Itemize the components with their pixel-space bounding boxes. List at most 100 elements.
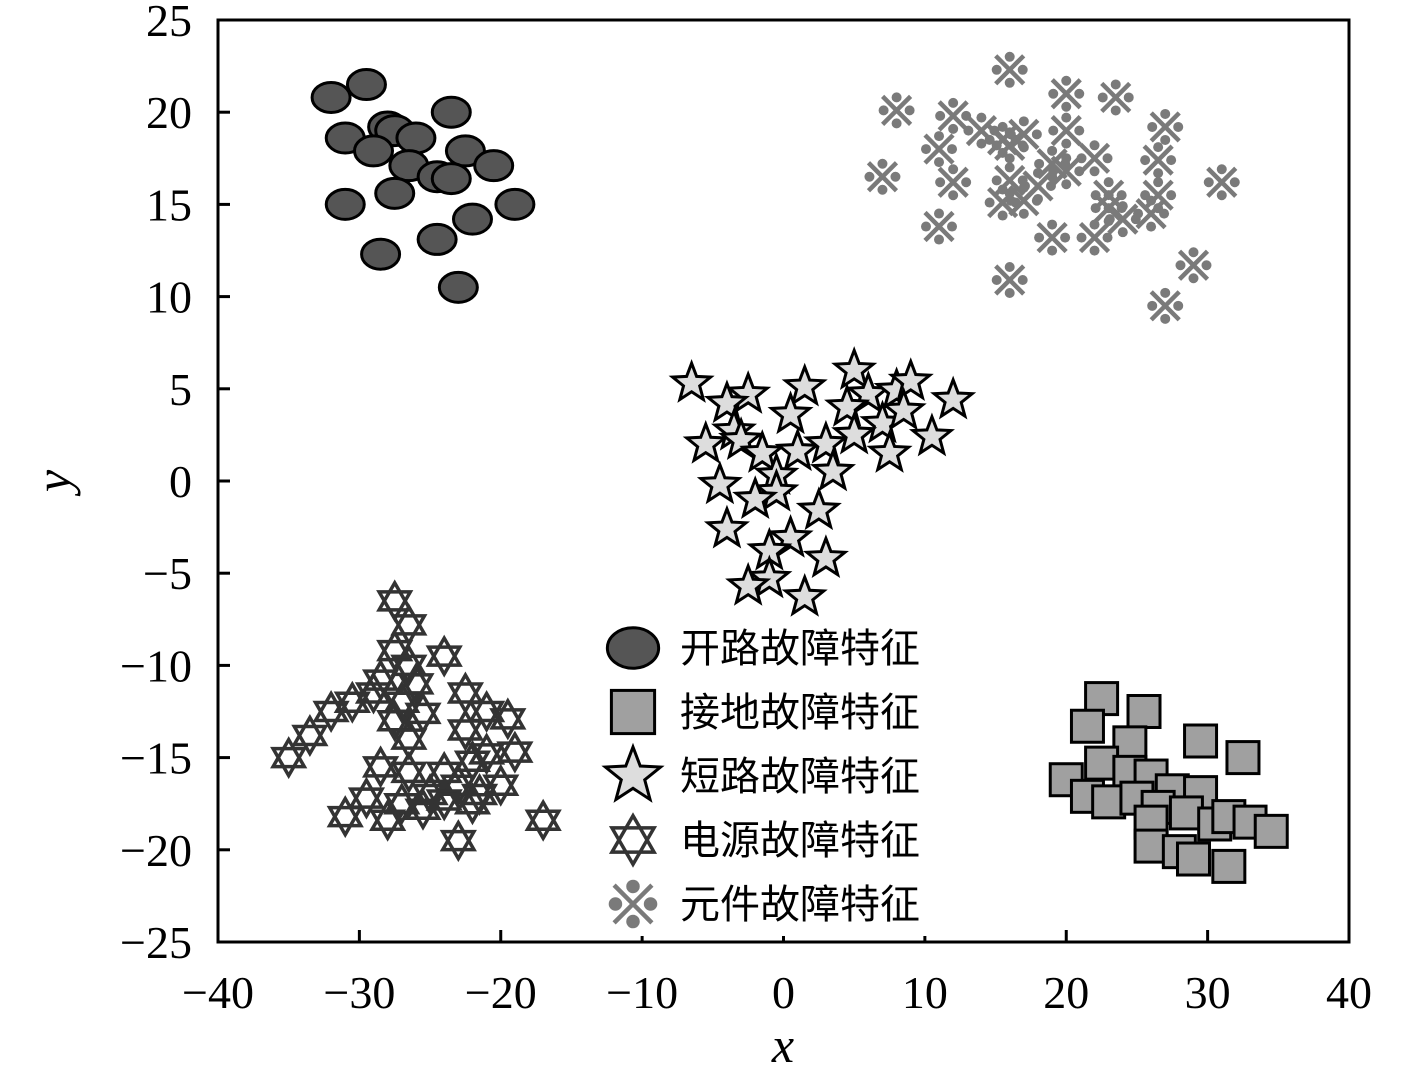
data-point — [795, 486, 842, 531]
plot-area — [270, 51, 1289, 884]
data-point — [496, 730, 534, 774]
data-point — [390, 717, 428, 761]
data-point — [809, 447, 857, 492]
data-point — [369, 798, 407, 842]
data-point — [326, 795, 364, 839]
data-point — [430, 162, 472, 196]
series-3 — [270, 579, 562, 863]
data-point — [430, 95, 472, 129]
data-point — [345, 68, 387, 102]
data-point — [376, 579, 414, 623]
data-point — [312, 690, 350, 733]
data-point — [446, 708, 485, 752]
data-point — [831, 346, 878, 390]
data-point — [921, 131, 958, 168]
data-point — [453, 739, 492, 783]
data-point — [802, 419, 849, 464]
data-point — [739, 429, 786, 473]
legend-item: 开路故障特征 — [605, 626, 920, 672]
legend-marker — [609, 688, 657, 736]
legend-label: 元件故障特征 — [680, 882, 920, 928]
x-tick-label: 40 — [1326, 967, 1372, 1018]
data-point — [1069, 708, 1105, 744]
legend-label: 开路故障特征 — [680, 626, 920, 672]
data-point — [1048, 75, 1085, 112]
data-point — [774, 427, 821, 472]
data-point — [310, 80, 352, 114]
data-point — [524, 798, 562, 842]
y-tick-label: −25 — [120, 917, 192, 968]
y-axis-label: y — [25, 469, 81, 497]
data-point — [696, 460, 743, 505]
x-tick-label: 30 — [1185, 967, 1231, 1018]
data-point — [1211, 848, 1247, 884]
data-point — [374, 176, 416, 210]
y-tick-label: −10 — [120, 640, 192, 691]
data-point — [703, 379, 750, 424]
data-point — [390, 603, 428, 647]
data-point — [1005, 182, 1042, 219]
y-tick-label: 25 — [146, 0, 192, 46]
x-tick-label: −30 — [323, 967, 395, 1018]
data-point — [1048, 153, 1085, 190]
data-point — [725, 370, 772, 414]
data-point — [935, 164, 972, 201]
data-point — [404, 691, 442, 735]
data-point — [908, 412, 955, 457]
data-point — [767, 513, 814, 558]
legend-item: 元件故障特征 — [608, 879, 920, 929]
data-point — [831, 410, 878, 455]
legend-item: 短路故障特征 — [601, 742, 920, 803]
data-point — [930, 375, 977, 420]
data-point — [682, 419, 729, 464]
data-point — [460, 772, 499, 816]
data-point — [451, 202, 493, 236]
legend-item: 接地故障特征 — [609, 688, 920, 736]
data-point — [416, 222, 458, 256]
data-point — [347, 776, 386, 820]
data-point — [291, 713, 329, 757]
series-2 — [668, 346, 977, 617]
x-tick-label: 10 — [902, 967, 948, 1018]
data-point — [767, 390, 814, 435]
y-tick-label: −15 — [120, 733, 192, 784]
legend-item: 电源故障特征 — [608, 812, 920, 868]
series-0 — [310, 68, 536, 304]
data-point — [703, 504, 750, 549]
data-point — [802, 534, 849, 579]
data-point — [467, 732, 506, 776]
data-point — [991, 51, 1028, 88]
data-point — [360, 237, 402, 271]
data-point — [390, 750, 428, 794]
data-point — [404, 787, 442, 831]
y-tick-label: 5 — [169, 364, 192, 415]
data-point — [753, 467, 800, 512]
x-tick-label: −20 — [465, 967, 537, 1018]
data-point — [1048, 112, 1085, 149]
legend-marker — [601, 742, 665, 803]
y-tick-label: −20 — [120, 825, 192, 876]
data-point — [324, 187, 366, 221]
data-point — [991, 127, 1028, 164]
data-point — [1175, 841, 1211, 877]
legend-marker — [605, 626, 661, 670]
data-point — [353, 134, 395, 168]
y-tick-label: 20 — [146, 87, 192, 138]
data-point — [1147, 287, 1184, 324]
data-point — [1175, 247, 1212, 284]
legend-marker — [608, 879, 658, 929]
series-1 — [1048, 681, 1289, 884]
legend-label: 短路故障特征 — [680, 754, 920, 800]
x-axis-label: x — [771, 1017, 794, 1067]
data-point — [668, 359, 715, 403]
data-point — [437, 270, 479, 304]
data-point — [439, 819, 477, 863]
y-tick-label: 0 — [169, 456, 192, 507]
data-point — [732, 475, 779, 520]
data-point — [887, 357, 934, 402]
data-point — [270, 736, 308, 780]
data-point — [1140, 142, 1177, 179]
data-point — [991, 262, 1028, 299]
